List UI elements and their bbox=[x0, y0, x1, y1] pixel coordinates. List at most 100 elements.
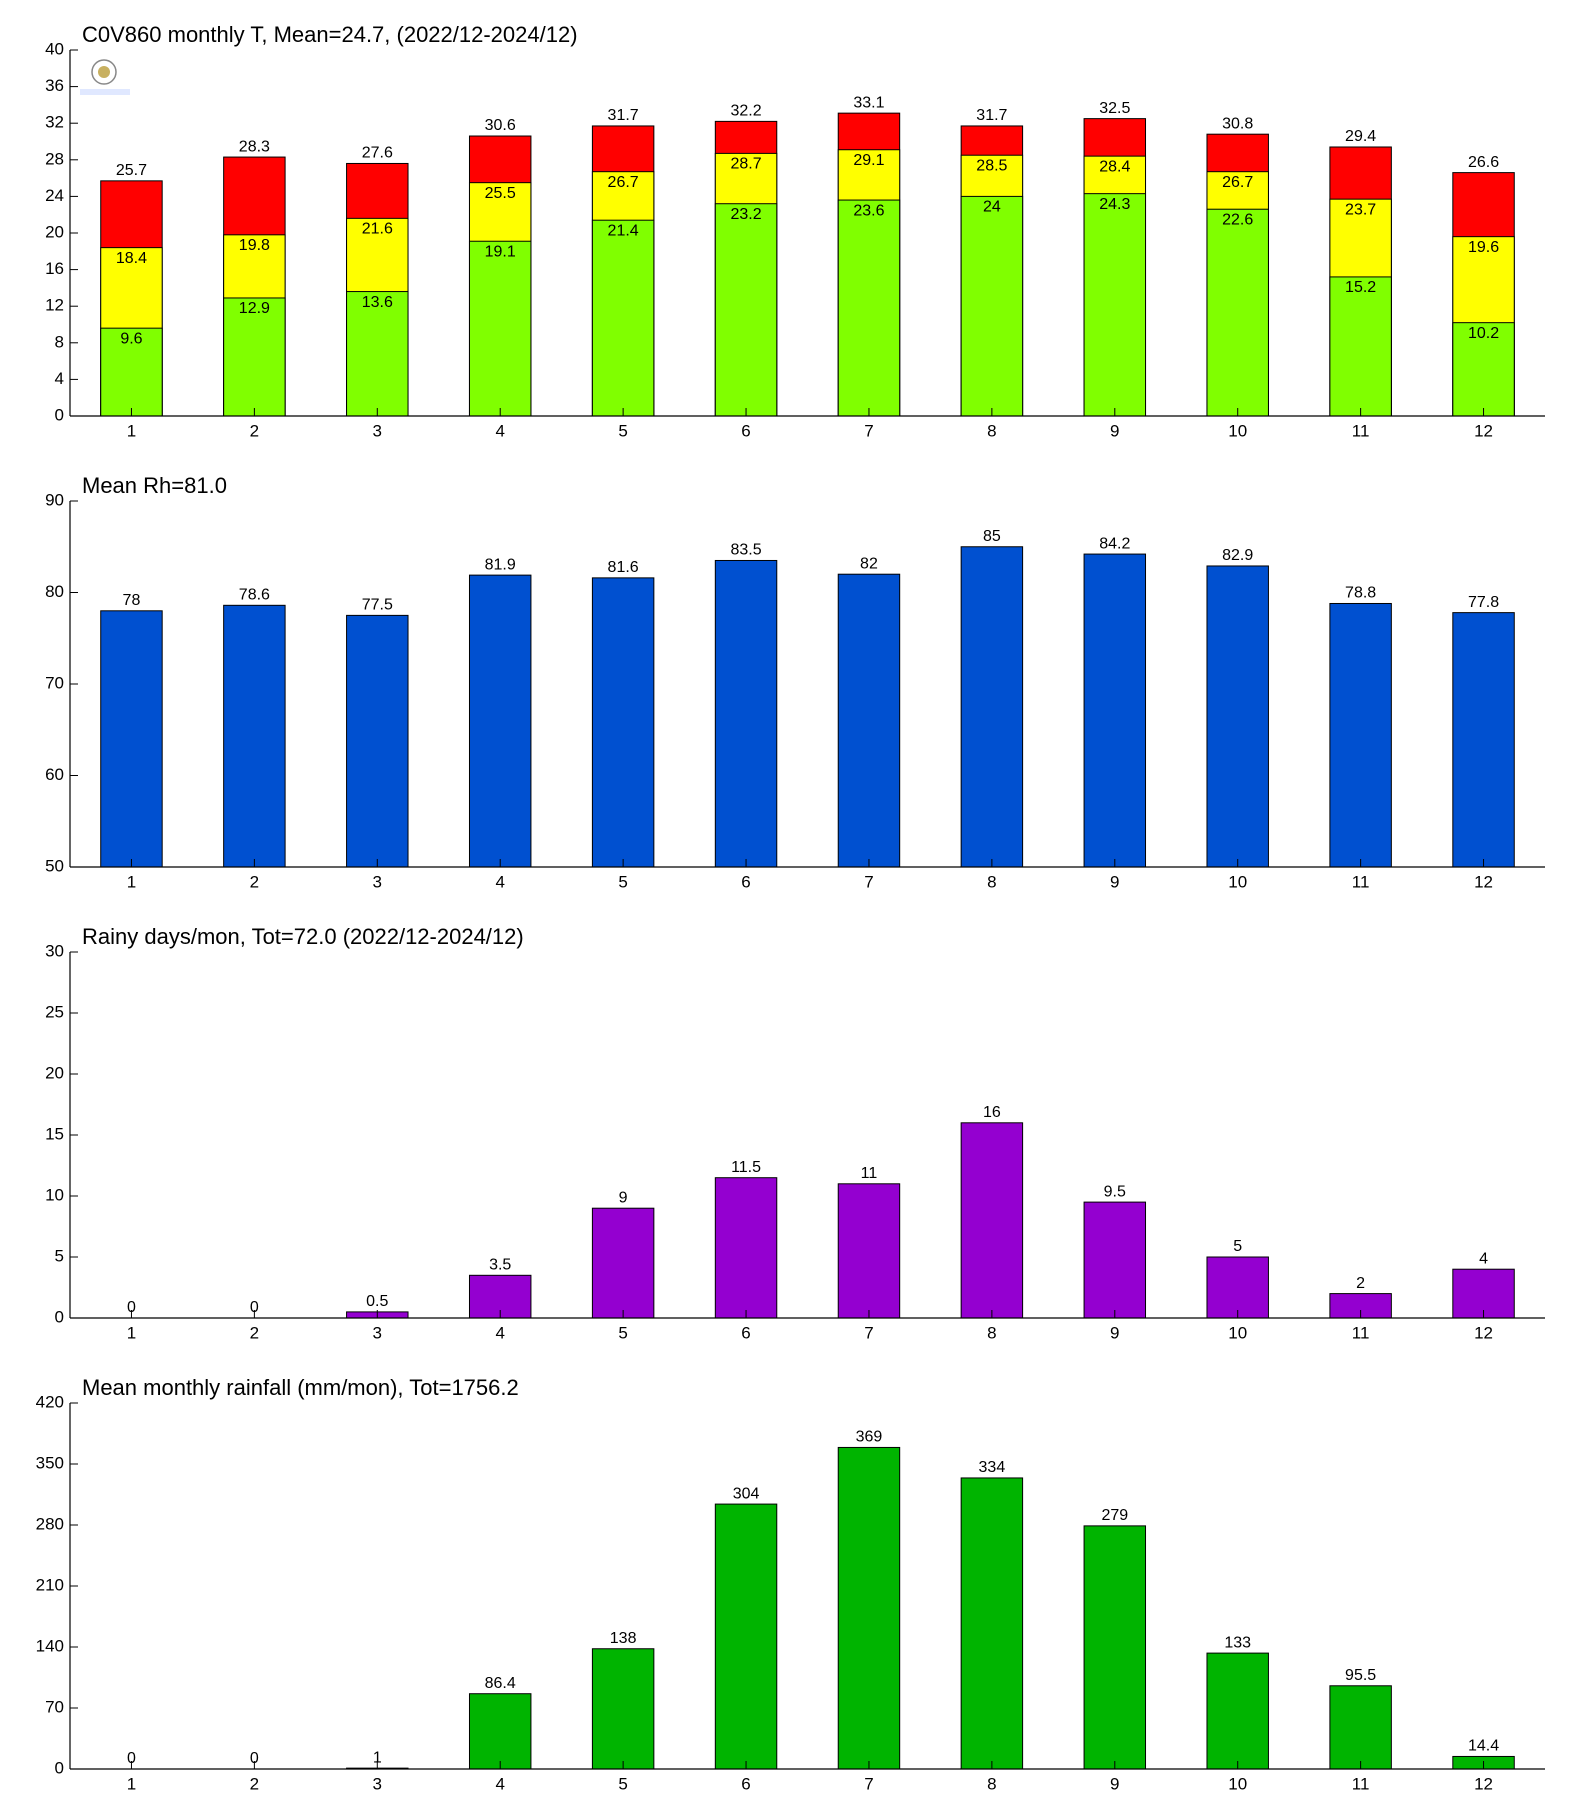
x-tick-label: 9 bbox=[1110, 421, 1119, 440]
y-tick-label: 90 bbox=[45, 490, 64, 509]
y-tick-label: 60 bbox=[45, 765, 64, 784]
bar bbox=[1329, 276, 1392, 417]
x-tick-label: 6 bbox=[741, 421, 750, 440]
value-label: 28.4 bbox=[1099, 158, 1130, 175]
y-tick-label: 50 bbox=[45, 856, 64, 875]
x-tick-label: 9 bbox=[1110, 1774, 1119, 1793]
value-label: 133 bbox=[1224, 1634, 1251, 1651]
x-tick-label: 12 bbox=[1474, 421, 1493, 440]
x-tick-label: 1 bbox=[127, 1323, 136, 1342]
bar bbox=[714, 1503, 778, 1770]
plot-frame bbox=[70, 1403, 1545, 1769]
bar bbox=[714, 1177, 778, 1319]
x-tick-label: 5 bbox=[618, 421, 627, 440]
bar bbox=[1206, 565, 1269, 868]
x-tick-label: 8 bbox=[987, 1323, 996, 1342]
bar bbox=[1452, 322, 1515, 417]
x-tick-label: 2 bbox=[250, 872, 259, 891]
value-label: 24 bbox=[983, 199, 1001, 216]
x-tick-label: 6 bbox=[741, 872, 750, 891]
y-tick-label: 280 bbox=[36, 1514, 64, 1533]
x-tick-label: 11 bbox=[1352, 872, 1370, 891]
value-label: 16 bbox=[983, 1104, 1001, 1121]
value-label: 28.5 bbox=[976, 157, 1007, 174]
bar bbox=[1083, 553, 1147, 868]
value-label: 82 bbox=[860, 555, 878, 572]
value-label: 32.5 bbox=[1099, 100, 1130, 117]
x-tick-label: 8 bbox=[987, 421, 996, 440]
value-label: 3.5 bbox=[489, 1257, 511, 1274]
x-tick-label: 1 bbox=[127, 872, 136, 891]
bar bbox=[346, 291, 409, 417]
chart-title: C0V860 monthly T, Mean=24.7, (2022/12-20… bbox=[82, 22, 578, 47]
bar bbox=[960, 195, 1024, 417]
x-tick-label: 3 bbox=[373, 872, 382, 891]
y-tick-label: 15 bbox=[45, 1124, 64, 1143]
logo bbox=[80, 59, 130, 95]
value-label: 0 bbox=[127, 1299, 136, 1316]
value-label: 26.7 bbox=[1222, 174, 1253, 191]
value-label: 78.6 bbox=[239, 587, 270, 604]
y-tick-label: 350 bbox=[36, 1453, 64, 1472]
x-tick-label: 9 bbox=[1110, 872, 1119, 891]
y-tick-label: 20 bbox=[45, 222, 64, 241]
bar bbox=[346, 614, 409, 868]
value-label: 84.2 bbox=[1099, 535, 1130, 552]
y-tick-label: 70 bbox=[45, 1697, 64, 1716]
value-label: 95.5 bbox=[1345, 1667, 1376, 1684]
x-tick-label: 2 bbox=[250, 1774, 259, 1793]
y-tick-label: 30 bbox=[45, 941, 64, 960]
value-label: 22.6 bbox=[1222, 211, 1253, 228]
value-label: 19.6 bbox=[1468, 239, 1499, 256]
y-tick-label: 24 bbox=[45, 186, 64, 205]
x-tick-label: 4 bbox=[495, 421, 504, 440]
x-tick-label: 11 bbox=[1352, 1774, 1370, 1793]
x-tick-label: 3 bbox=[373, 1774, 382, 1793]
value-label: 13.6 bbox=[362, 294, 393, 311]
x-tick-label: 10 bbox=[1228, 1774, 1247, 1793]
x-tick-label: 4 bbox=[495, 1323, 504, 1342]
bar bbox=[837, 573, 901, 868]
y-tick-label: 20 bbox=[45, 1063, 64, 1082]
value-label: 0 bbox=[127, 1750, 136, 1767]
bar bbox=[960, 1477, 1024, 1770]
bar bbox=[1206, 1652, 1269, 1770]
bar bbox=[591, 1648, 655, 1770]
x-tick-label: 10 bbox=[1228, 421, 1247, 440]
value-label: 138 bbox=[610, 1630, 637, 1647]
y-tick-label: 36 bbox=[45, 76, 64, 95]
value-label: 86.4 bbox=[485, 1675, 516, 1692]
value-label: 2 bbox=[1356, 1275, 1365, 1292]
x-tick-label: 7 bbox=[864, 421, 873, 440]
value-label: 81.9 bbox=[485, 556, 516, 573]
y-tick-label: 140 bbox=[36, 1636, 64, 1655]
y-tick-label: 12 bbox=[45, 296, 64, 315]
bar bbox=[1206, 208, 1269, 417]
value-label: 25.7 bbox=[116, 162, 147, 179]
value-label: 0 bbox=[250, 1750, 259, 1767]
y-tick-label: 16 bbox=[45, 259, 64, 278]
value-label: 81.6 bbox=[608, 559, 639, 576]
x-tick-label: 6 bbox=[741, 1323, 750, 1342]
value-label: 5 bbox=[1233, 1238, 1242, 1255]
value-label: 23.2 bbox=[730, 206, 761, 223]
bar bbox=[960, 1122, 1024, 1319]
x-tick-label: 7 bbox=[864, 1323, 873, 1342]
value-label: 23.7 bbox=[1345, 201, 1376, 218]
bar bbox=[468, 574, 532, 868]
value-label: 33.1 bbox=[853, 94, 884, 111]
value-label: 11 bbox=[861, 1165, 878, 1182]
y-tick-label: 40 bbox=[45, 39, 64, 58]
value-label: 1 bbox=[373, 1749, 382, 1766]
x-tick-label: 9 bbox=[1110, 1323, 1119, 1342]
value-label: 78.8 bbox=[1345, 585, 1376, 602]
value-label: 24.3 bbox=[1099, 196, 1130, 213]
x-tick-label: 12 bbox=[1474, 1323, 1493, 1342]
x-tick-label: 12 bbox=[1474, 1774, 1493, 1793]
value-label: 18.4 bbox=[116, 250, 147, 267]
plot-frame bbox=[70, 952, 1545, 1318]
x-tick-label: 11 bbox=[1352, 421, 1370, 440]
x-tick-label: 8 bbox=[987, 872, 996, 891]
value-label: 29.1 bbox=[853, 152, 884, 169]
x-tick-label: 3 bbox=[373, 1323, 382, 1342]
